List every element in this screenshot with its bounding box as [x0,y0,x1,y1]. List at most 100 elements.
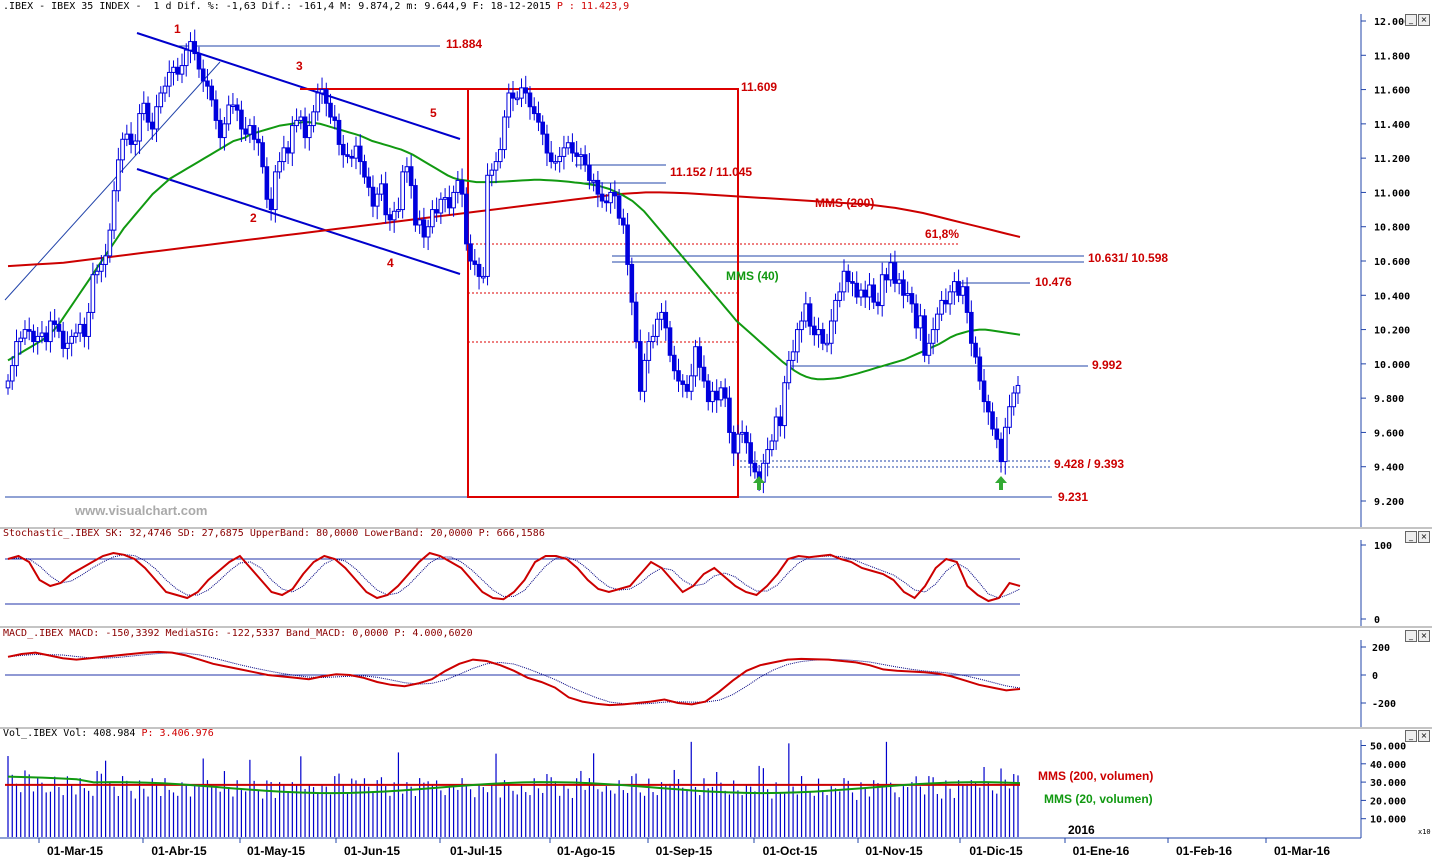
candle [328,93,333,124]
candle [693,339,698,387]
panel-minimize-button[interactable]: _ [1405,14,1417,26]
candle [90,262,96,320]
candle [828,309,834,355]
candle [969,300,974,357]
stoch-minimize-button[interactable]: _ [1405,531,1417,543]
candle [222,117,227,151]
candle [111,181,117,240]
candle [86,303,91,350]
candle [578,147,584,170]
candle [455,171,461,204]
candle [922,309,927,363]
candle [939,291,944,321]
candle [489,163,495,187]
vol-header-text: Vol_.IBEX Vol: 408.984 [3,728,136,739]
candle [625,213,630,276]
candle [166,60,172,98]
candle [39,321,45,344]
candle [561,135,567,170]
candle [799,311,804,343]
up-arrow-icon [753,476,765,490]
candle [875,292,881,315]
candle [417,210,422,234]
price-tick-label: 11.400 [1374,120,1410,131]
label-mms200: MMS (200) [815,196,874,210]
candle [370,175,376,218]
candle [5,374,11,395]
candle [705,374,711,411]
date-tick-label: 01-May-15 [247,844,305,857]
volume-tick-label: 40.000 [1370,760,1406,771]
candle [633,292,639,349]
candle [107,223,113,263]
candle [383,171,388,224]
candle [404,157,410,183]
candle [480,267,486,284]
candle [616,189,622,225]
candle [854,271,860,304]
candle [544,124,550,167]
date-tick-label: 01-Mar-15 [47,844,103,857]
candle [239,100,244,143]
candle [519,78,524,108]
label-vol-mms20: MMS (20, volumen) [1044,792,1153,806]
candle [985,394,991,425]
candle [782,375,787,439]
macd-close-button[interactable]: × [1418,630,1430,642]
candle [608,183,613,214]
candle [366,167,372,197]
candle [425,219,431,251]
date-tick-label: 01-Nov-15 [865,844,923,857]
candle [790,339,796,370]
macd-minimize-button[interactable]: _ [1405,630,1417,642]
candle [94,264,100,284]
candle [290,116,295,167]
macd-axis: 200 0 -200 [1361,643,1396,710]
candle [998,432,1004,473]
candle [731,425,736,467]
label-vol-mms200: MMS (200, volumen) [1038,769,1153,783]
candle [1002,417,1008,475]
vol-minimize-button[interactable]: _ [1405,730,1417,742]
volume-bars [7,741,1019,837]
candle [680,374,686,398]
candle [209,79,214,107]
candle [752,451,758,479]
candle [273,165,278,223]
candle [362,154,367,184]
candle [952,272,957,305]
stoch-close-button[interactable]: × [1418,531,1430,543]
candle [434,197,439,222]
candle [196,46,202,78]
header-price: P : 11.423,9 [550,1,630,12]
candle [502,110,507,159]
price-tick-label: 10.000 [1374,360,1410,371]
candle [260,135,265,174]
candle [710,381,715,413]
candle [464,187,469,251]
candle [973,336,978,364]
candle [302,107,308,149]
candle [408,154,414,199]
candle [977,347,983,390]
candle [956,269,961,303]
candle [845,264,851,293]
macd-signal-line [7,652,1021,705]
candle [493,152,499,184]
date-tick-label: 01-Ene-16 [1073,844,1130,857]
candle [413,178,418,232]
vol-close-button[interactable]: × [1418,730,1430,742]
wave-4: 4 [387,256,394,270]
candle [77,312,83,342]
mms200-line [7,191,1021,268]
price-tick-label: 11.800 [1374,51,1410,62]
candle [943,288,949,313]
candle [621,208,626,234]
candle [307,113,312,151]
candle [536,101,541,132]
candle [684,375,690,399]
panel-close-button[interactable]: × [1418,14,1430,26]
macd-header: MACD_.IBEX MACD: -150,3392 MediaSIG: -12… [3,628,473,639]
date-tick-label: 01-Feb-16 [1176,844,1232,857]
